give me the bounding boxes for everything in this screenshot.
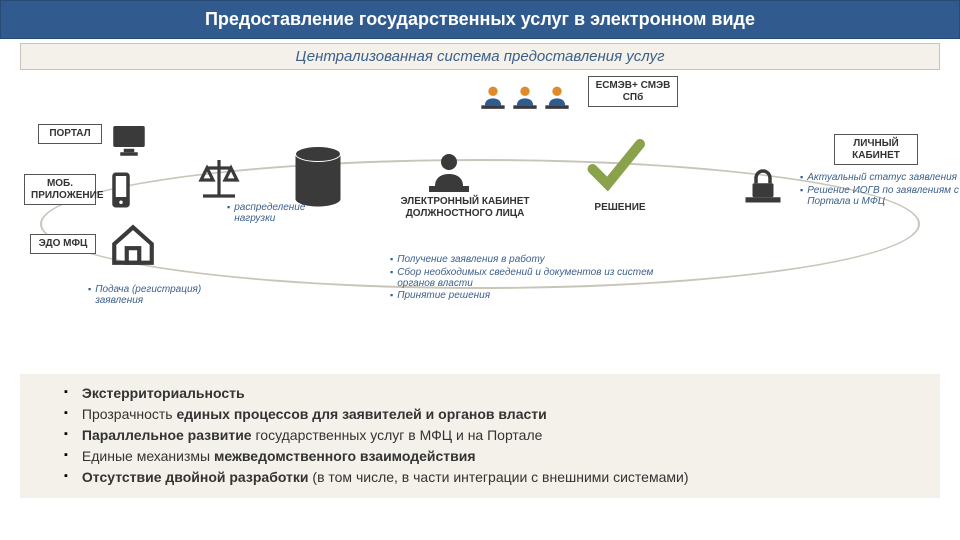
summary-item: ▪Параллельное развитие государственных у… bbox=[34, 426, 926, 445]
process-diagram: ЕСМЭВ+ СМЭВ СПб ПОРТАЛ МОБ. ПРИЛОЖЕНИЕ Э… bbox=[0, 74, 960, 374]
people-icons bbox=[470, 80, 580, 112]
portal-label: ПОРТАЛ bbox=[38, 124, 102, 144]
summary-panel: ▪Экстерриториальность ▪Прозрачность един… bbox=[20, 374, 940, 498]
e-cabinet-label: ЭЛЕКТРОННЫЙ КАБИНЕТ ДОЛЖНОСТНОГО ЛИЦА bbox=[390, 196, 540, 219]
edo-label: ЭДО МФЦ bbox=[30, 234, 96, 254]
check-icon bbox=[585, 134, 645, 194]
esmev-label: ЕСМЭВ+ СМЭВ СПб bbox=[588, 76, 678, 107]
right-status-list: ▪Актуальный статус заявления ▪Решение ИО… bbox=[800, 172, 960, 208]
load-balance-caption: ▪распределение нагрузки bbox=[227, 202, 347, 225]
lock-icon bbox=[742, 164, 784, 206]
phone-icon bbox=[100, 169, 142, 211]
official-icon bbox=[425, 148, 473, 196]
summary-item: ▪Единые механизмы межведомственного взаи… bbox=[34, 447, 926, 466]
monitor-icon bbox=[108, 119, 150, 161]
mobile-label: МОБ. ПРИЛОЖЕНИЕ bbox=[24, 174, 96, 205]
submission-caption: ▪Подача (регистрация) заявления bbox=[88, 284, 248, 307]
middle-process-list: ▪Получение заявления в работу ▪Сбор необ… bbox=[390, 254, 690, 302]
decision-label: РЕШЕНИЕ bbox=[585, 202, 655, 214]
personal-cabinet-label: ЛИЧНЫЙ КАБИНЕТ bbox=[834, 134, 918, 165]
page-title: Предоставление государственных услуг в э… bbox=[0, 0, 960, 39]
summary-item: ▪Экстерриториальность bbox=[34, 384, 926, 403]
scales-icon bbox=[195, 154, 243, 202]
summary-item: ▪Прозрачность единых процессов для заяви… bbox=[34, 405, 926, 424]
house-icon bbox=[108, 219, 158, 269]
summary-item: ▪Отсутствие двойной разработки (в том чи… bbox=[34, 468, 926, 487]
subtitle: Централизованная система предоставления … bbox=[20, 43, 940, 70]
